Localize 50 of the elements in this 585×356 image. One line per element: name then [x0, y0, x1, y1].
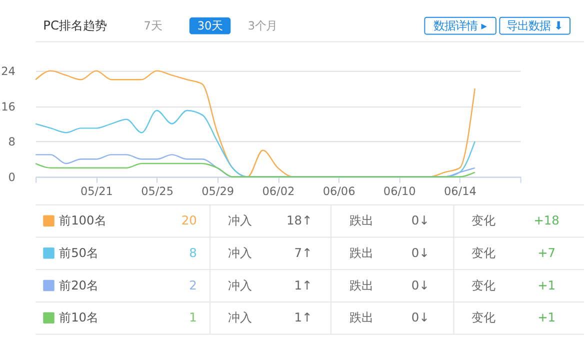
text: +1	[538, 278, 556, 292]
x-tick-label: 05/29	[202, 185, 234, 198]
text: 7天	[144, 20, 162, 33]
text: 0↓	[411, 278, 430, 292]
text: +18	[534, 214, 560, 228]
text: 变化	[472, 310, 496, 325]
text: 2	[189, 278, 197, 292]
legend-label: 前20名	[59, 278, 99, 292]
text: 0↓	[411, 246, 430, 260]
text: 8	[189, 246, 197, 260]
text: 跌出	[350, 310, 374, 325]
text: 0↓	[411, 214, 430, 228]
text: 1↑	[294, 278, 312, 292]
y-tick-label: 16	[1, 100, 16, 114]
text: 变化	[472, 246, 496, 260]
text: 20	[181, 214, 197, 228]
legend-label: 前50名	[59, 246, 99, 260]
line-series	[35, 162, 476, 178]
y-tick-label: 0	[8, 170, 16, 184]
text: 冲入	[228, 246, 252, 260]
text: 冲入	[228, 278, 252, 292]
legend-label: 前10名	[59, 310, 99, 325]
text: 跌出	[350, 278, 374, 292]
text: 变化	[472, 278, 496, 292]
text: 跌出	[350, 214, 374, 228]
text: 18↑	[286, 214, 312, 228]
text: 1	[189, 310, 197, 325]
x-tick-label: 06/02	[262, 185, 295, 198]
text: 冲入	[228, 214, 252, 228]
text: 跌出	[350, 246, 374, 260]
text: +7	[538, 246, 556, 260]
text: 30天	[197, 20, 223, 33]
text: 变化	[472, 214, 496, 228]
x-tick-label: 06/06	[322, 185, 356, 198]
y-tick-label: 24	[1, 65, 16, 78]
x-tick-label: 06/10	[383, 185, 416, 198]
legend-label: 前100名	[59, 214, 106, 228]
text: 数据详情 ▸	[434, 20, 488, 33]
y-tick-label: 8	[8, 136, 16, 149]
x-tick-label: 05/25	[141, 185, 174, 198]
text: 冲入	[228, 310, 252, 325]
text: 3个月	[248, 20, 278, 33]
text: 7↑	[294, 246, 312, 260]
x-tick-label: 05/21	[80, 185, 113, 198]
text: 导出数据 ⬇	[506, 20, 564, 33]
chart-title: PC排名趋势	[43, 18, 107, 33]
text: 1↑	[294, 310, 312, 325]
x-tick-label: 06/14	[444, 185, 476, 198]
text: +1	[538, 310, 556, 325]
text: 0↓	[411, 310, 430, 325]
